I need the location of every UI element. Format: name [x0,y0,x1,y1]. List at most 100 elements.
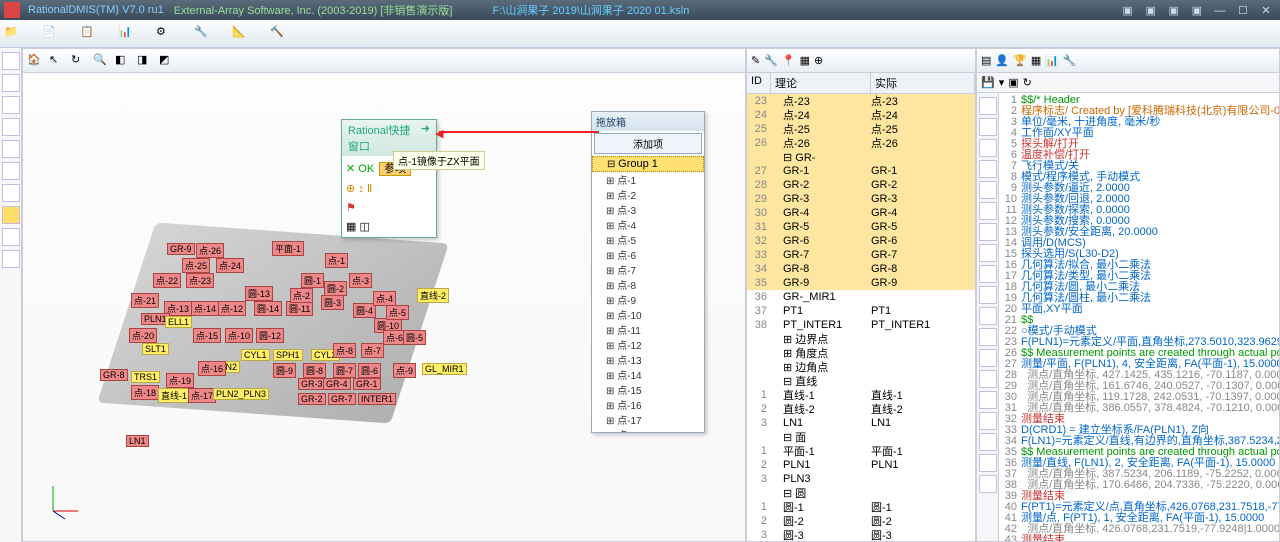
tool-icon[interactable] [2,206,20,224]
feature-row[interactable]: ⊞ 边角点 [747,360,975,374]
feature-row[interactable]: 3LN1LN1 [747,416,975,430]
feature-label[interactable]: 圆-14 [254,301,282,316]
tool-icon[interactable]: ▣ [1008,76,1018,89]
drag-popup[interactable]: 拖放箱 添加项 ⊟ Group 1 ⊞ 点-1⊞ 点-2⊞ 点-3⊞ 点-4⊞ … [591,111,705,433]
tool-icon[interactable]: ◧ [115,53,131,69]
pin-icon[interactable]: ➜ [421,122,430,154]
drag-item[interactable]: ⊞ 点-1 [592,172,704,187]
feature-label[interactable]: 圆-12 [256,328,284,343]
group-item-selected[interactable]: ⊟ Group 1 [592,156,704,172]
tool-icon[interactable]: ↻ [1023,76,1032,89]
feature-label[interactable]: 直线-2 [417,288,449,303]
feature-label[interactable]: GR-4 [323,378,351,390]
feature-label[interactable]: 点-18 [131,385,159,400]
tool-icon[interactable]: 🔧 [1063,54,1077,67]
feature-row[interactable]: 34GR-8GR-8 [747,262,975,276]
shape-icons[interactable]: ⊕ ↕ Ⅱ [346,182,432,195]
tool-icon[interactable] [979,244,997,262]
feature-label[interactable]: 点-23 [186,273,214,288]
tool-icon[interactable] [979,97,997,115]
drag-item[interactable]: ⊞ 点-12 [592,337,704,352]
feature-label[interactable]: GR-9 [167,243,195,255]
feature-row[interactable]: ⊞ 角度点 [747,346,975,360]
drag-item[interactable]: ⊞ 点-10 [592,307,704,322]
feature-label[interactable]: SLT1 [142,343,169,355]
tool-icon[interactable]: 🔧 [764,54,778,67]
win-icon[interactable]: ▣ [1118,4,1138,17]
tool-icon[interactable] [2,140,20,158]
tool-icon[interactable]: ◩ [159,53,175,69]
feature-row[interactable]: 24点-24点-24 [747,108,975,122]
feature-label[interactable]: 点-25 [182,258,210,273]
drag-item[interactable]: ⊞ 点-16 [592,397,704,412]
feature-row[interactable]: 31GR-5GR-5 [747,220,975,234]
tool-icon[interactable]: ⚙ [156,25,174,43]
feature-row[interactable]: 25点-25点-25 [747,122,975,136]
win-icon[interactable]: ▣ [1141,4,1161,17]
feature-row[interactable]: 35GR-9GR-9 [747,276,975,290]
feature-label[interactable]: 平面-1 [272,241,304,256]
tool-icon[interactable] [979,160,997,178]
tool-icon[interactable] [979,223,997,241]
save-icon[interactable]: 💾 [981,76,995,89]
code-editor[interactable]: 1$$/* Header2程序标志/ Created by [爱科腾瑞科技(北京… [999,93,1279,541]
tool-icon[interactable]: 📍 [782,54,796,67]
tool-icon[interactable] [979,307,997,325]
feature-label[interactable]: 点-8 [333,343,356,358]
feature-label[interactable]: 圆-13 [245,286,273,301]
drag-item[interactable]: ⊞ 点-6 [592,247,704,262]
feature-label[interactable]: GL_MIR1 [422,363,467,375]
flag-icon[interactable]: ⚑ [346,201,432,214]
feature-label[interactable]: 点-2 [290,288,313,303]
feature-label[interactable]: 点-19 [166,373,194,388]
tool-icon[interactable] [979,370,997,388]
feature-row[interactable]: ⊟ 圆 [747,486,975,500]
tool-icon[interactable] [979,475,997,493]
feature-label[interactable]: 点-1 [325,253,348,268]
drag-item[interactable]: ⊞ 点-11 [592,322,704,337]
home-icon[interactable]: 🏠 [27,53,43,69]
feature-label[interactable]: 点-12 [218,301,246,316]
feature-row[interactable]: 32GR-6GR-6 [747,234,975,248]
tool-icon[interactable] [2,184,20,202]
feature-label[interactable]: INTER1 [358,393,396,405]
feature-label[interactable]: 点-3 [349,273,372,288]
feature-row[interactable]: 3圆-3圆-3 [747,528,975,541]
feature-label[interactable]: 点-5 [386,305,409,320]
feature-row[interactable]: 26点-26点-26 [747,136,975,150]
feature-label[interactable]: GR-1 [353,378,381,390]
drag-item[interactable]: ⊞ 点-15 [592,382,704,397]
feature-label[interactable]: 点-20 [129,328,157,343]
feature-label[interactable]: 点-22 [153,273,181,288]
grid-icon[interactable]: ▦ ◫ [346,220,432,233]
drag-item[interactable]: ⊞ 点-13 [592,352,704,367]
feature-row[interactable]: 3PLN3 [747,472,975,486]
feature-label[interactable]: GR-3 [298,378,326,390]
feature-label[interactable]: 点-4 [373,291,396,306]
add-item-button[interactable]: 添加项 [594,133,702,154]
feature-row[interactable]: 37PT1PT1 [747,304,975,318]
drag-item[interactable]: ⊞ 点-3 [592,202,704,217]
feature-label[interactable]: 点-24 [216,258,244,273]
tool-icon[interactable] [979,391,997,409]
feature-label[interactable]: TRS1 [131,371,160,383]
tool-icon[interactable] [979,181,997,199]
tool-icon[interactable] [2,162,20,180]
feature-row[interactable]: ⊟ 面 [747,430,975,444]
feature-row[interactable]: 1直线-1直线-1 [747,388,975,402]
tool-icon[interactable]: ✎ [751,54,760,67]
feature-label[interactable]: GR-7 [328,393,356,405]
feature-label[interactable]: 点-14 [191,301,219,316]
feature-row[interactable]: 36GR-_MIR1 [747,290,975,304]
tool-icon[interactable] [979,433,997,451]
drag-item[interactable]: ⊞ 点-14 [592,367,704,382]
tool-icon[interactable] [2,118,20,136]
feature-label[interactable]: 圆-11 [286,301,313,316]
tool-icon[interactable]: ▦ [800,54,810,67]
drag-item[interactable]: ⊞ 点-18 [592,427,704,432]
doc2-icon[interactable]: 📋 [80,25,98,43]
feature-label[interactable]: 圆-3 [321,295,344,310]
tool-icon[interactable]: 👤 [995,54,1009,67]
tool-icon[interactable]: ▾ [999,76,1005,89]
tool-icon[interactable]: ▦ [1031,54,1041,67]
